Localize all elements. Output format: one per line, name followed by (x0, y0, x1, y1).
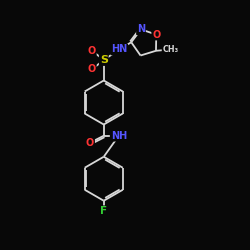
Text: S: S (100, 55, 108, 65)
Text: O: O (86, 138, 94, 148)
Text: HN: HN (111, 44, 128, 54)
Text: CH₃: CH₃ (162, 45, 178, 54)
Text: F: F (100, 206, 107, 216)
Text: O: O (88, 46, 96, 56)
Text: O: O (88, 64, 96, 74)
Text: NH: NH (110, 131, 127, 141)
Text: N: N (137, 24, 145, 34)
Text: O: O (152, 30, 160, 40)
